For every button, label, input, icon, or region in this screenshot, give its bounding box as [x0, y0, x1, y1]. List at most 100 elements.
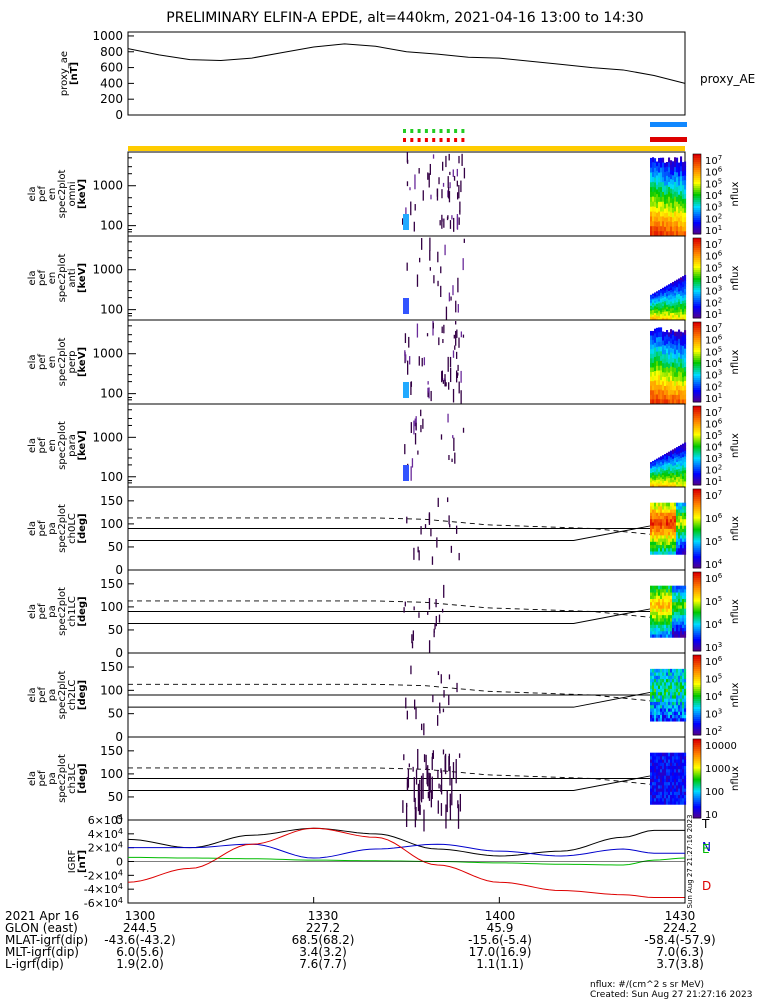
colorbar-step	[693, 727, 701, 730]
spectrogram-cell	[672, 357, 675, 363]
spectrogram-cell	[672, 759, 675, 763]
spectrogram-cell	[674, 293, 677, 296]
spectrogram-cell	[678, 278, 681, 282]
spectrogram-cell	[680, 592, 683, 596]
spectrogram-streak	[453, 437, 455, 451]
y-tick-label: 150	[100, 744, 123, 758]
spectrogram-cell	[650, 196, 653, 203]
spectrogram-cell	[674, 394, 677, 400]
spectrogram-cell	[652, 385, 655, 391]
spectrogram-cell	[676, 695, 679, 699]
spectrogram-cell	[684, 481, 687, 485]
spectrogram-cell	[668, 617, 671, 622]
spectrogram-cell	[660, 547, 663, 552]
spectrogram-streak	[448, 191, 451, 203]
spectrogram-cell	[668, 381, 671, 387]
spectrogram-cell	[662, 477, 665, 480]
spectrogram-cell	[656, 611, 659, 616]
spectrogram-cell	[676, 390, 679, 396]
spectrogram-cell	[682, 350, 685, 356]
y-tick-label: 100	[100, 517, 123, 531]
spectrogram-cell	[658, 483, 661, 486]
panel-ylabel: en	[47, 272, 58, 285]
spectrogram-cell	[668, 717, 671, 722]
x-annotation-value: 7.6(7.7)	[299, 957, 347, 971]
spectrogram-cell	[668, 368, 671, 374]
spectrogram-cell	[678, 371, 681, 377]
spectrogram-cell	[682, 468, 685, 472]
spectrogram-streak	[405, 697, 407, 709]
spectrogram-cell	[668, 672, 671, 676]
spectrogram-cell	[660, 509, 663, 513]
colorbar-step	[693, 671, 701, 674]
spectrogram-cell	[684, 467, 687, 471]
spectrogram-cell	[662, 512, 665, 516]
spectrogram-cell	[672, 344, 675, 350]
spectrogram-cell	[680, 512, 683, 516]
spectrogram-cell	[658, 614, 661, 619]
colorbar-step	[693, 300, 701, 303]
panel-ylabel: en	[47, 439, 58, 452]
panel-ylabel: pa	[47, 772, 58, 784]
spectrogram-streak	[462, 427, 465, 433]
spectrogram-cell	[650, 630, 653, 635]
spectrogram-cell	[658, 351, 661, 357]
spectrogram-cell	[652, 605, 655, 609]
spectrogram-cell	[664, 376, 667, 382]
spectrogram-cell	[670, 292, 673, 296]
spectrogram-cell	[668, 551, 671, 555]
colorbar-step	[693, 766, 701, 770]
spectrogram-cell	[654, 714, 657, 719]
spectrogram-cell	[656, 203, 659, 209]
spectrogram-streak	[428, 173, 430, 188]
spectrogram-cell	[678, 701, 681, 706]
spectrogram-cell	[674, 191, 677, 198]
spectrogram-cell	[684, 461, 687, 466]
spectrogram-cell	[654, 192, 657, 198]
spectrogram-cell	[650, 704, 653, 709]
spectrogram-cell	[660, 191, 663, 198]
spectrogram-cell	[676, 701, 679, 706]
spectrogram-cell	[654, 755, 657, 760]
colorbar-step	[693, 524, 701, 528]
spectrogram-cell	[666, 171, 669, 177]
spectrogram-streak	[417, 546, 419, 553]
spectrogram-cell	[682, 462, 685, 466]
spectrogram-cell	[680, 541, 683, 546]
colorbar-step	[693, 384, 701, 387]
colorbar-tick-label: 107	[705, 489, 722, 502]
spectrogram-cell	[672, 231, 675, 237]
spectrogram-cell	[672, 184, 675, 190]
spectrogram-cell	[668, 685, 671, 689]
spectrogram-cell	[668, 336, 671, 342]
spectrogram-cell	[662, 291, 665, 295]
spectrogram-cell	[680, 317, 683, 321]
legend-proxy-ae: proxy_AE	[700, 72, 755, 86]
spectrogram-cell	[666, 775, 669, 779]
spectrogram-cell	[656, 307, 659, 310]
spectrogram-cell	[674, 290, 677, 294]
spectrogram-cell	[658, 463, 661, 466]
colorbar-label: nflux	[730, 265, 741, 290]
spectrogram-cell	[682, 311, 685, 315]
spectrogram-cell	[682, 711, 685, 715]
spectrogram-cell	[680, 547, 683, 552]
loss-cone-line	[128, 768, 686, 791]
spectrogram-cell	[656, 714, 659, 719]
spectrogram-streak	[460, 390, 462, 404]
colorbar-step	[693, 216, 701, 219]
spectrogram-cell	[656, 515, 659, 520]
spectrogram-cell	[658, 399, 661, 405]
colorbar-step	[693, 288, 701, 291]
colorbar-step	[693, 778, 701, 781]
spectrogram-cell	[660, 465, 663, 469]
spectrogram-cell	[650, 621, 653, 625]
colorbar-label: nflux	[730, 682, 741, 707]
spectrogram-streak	[457, 304, 459, 313]
spectrogram-cell	[666, 480, 669, 484]
spectrogram-cell	[674, 310, 677, 314]
spectrogram-cell	[684, 478, 687, 482]
spectrogram-cell	[658, 196, 661, 203]
spectrogram-cell	[674, 358, 677, 364]
colorbar-step	[693, 400, 701, 403]
